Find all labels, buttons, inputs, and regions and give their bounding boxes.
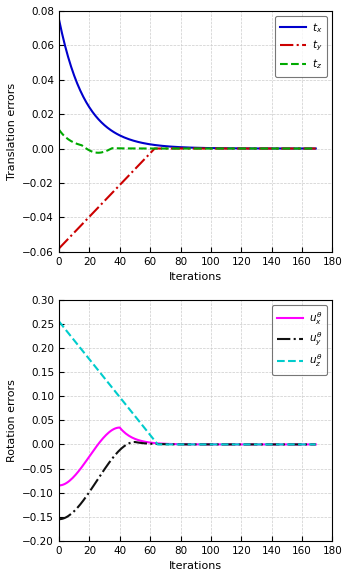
$u_z^{\theta}$ bbox=[93, 364, 97, 370]
$t_z$ bbox=[314, 145, 318, 152]
$u_z^{\theta}$ bbox=[57, 318, 61, 325]
$t_y$ bbox=[153, 145, 157, 152]
$u_z^{\theta}$ bbox=[183, 441, 187, 448]
Y-axis label: Rotation errors: Rotation errors bbox=[7, 379, 17, 462]
$u_y^{\theta}$ bbox=[181, 441, 186, 448]
$t_z$ bbox=[181, 145, 186, 152]
$u_y^{\theta}$ bbox=[93, 479, 97, 486]
$t_x$ bbox=[57, 16, 61, 23]
$u_x^{\theta}$ bbox=[181, 441, 186, 448]
$t_y$ bbox=[288, 145, 292, 152]
$u_z^{\theta}$ bbox=[194, 441, 198, 448]
$u_y^{\theta}$ bbox=[57, 516, 61, 523]
Line: $u_y^{\theta}$: $u_y^{\theta}$ bbox=[59, 442, 316, 519]
$u_x^{\theta}$ bbox=[183, 441, 187, 448]
X-axis label: Iterations: Iterations bbox=[169, 272, 222, 282]
$u_z^{\theta}$ bbox=[314, 441, 318, 448]
$t_z$ bbox=[183, 145, 187, 152]
$u_x^{\theta}$ bbox=[288, 441, 292, 448]
$u_x^{\theta}$ bbox=[314, 441, 318, 448]
$u_y^{\theta}$ bbox=[133, 439, 137, 446]
$t_z$ bbox=[93, 149, 97, 156]
Line: $t_y$: $t_y$ bbox=[59, 149, 316, 249]
$u_z^{\theta}$ bbox=[181, 441, 186, 448]
$t_y$ bbox=[314, 145, 318, 152]
$u_z^{\theta}$ bbox=[153, 437, 157, 444]
$t_y$ bbox=[194, 145, 198, 152]
$t_y$ bbox=[93, 207, 97, 214]
$t_z$ bbox=[57, 126, 61, 133]
$t_x$ bbox=[153, 142, 157, 149]
$u_y^{\theta}$ bbox=[194, 441, 198, 448]
$u_y^{\theta}$ bbox=[314, 441, 318, 448]
$t_x$ bbox=[93, 112, 97, 119]
X-axis label: Iterations: Iterations bbox=[169, 561, 222, 571]
$u_x^{\theta}$ bbox=[57, 482, 61, 489]
$t_z$ bbox=[288, 145, 292, 152]
$u_x^{\theta}$ bbox=[194, 441, 198, 448]
$u_y^{\theta}$ bbox=[183, 441, 187, 448]
$u_x^{\theta}$ bbox=[154, 440, 158, 447]
$u_x^{\theta}$ bbox=[93, 444, 97, 451]
Line: $u_x^{\theta}$: $u_x^{\theta}$ bbox=[59, 428, 316, 486]
$t_y$ bbox=[181, 145, 186, 152]
Line: $t_z$: $t_z$ bbox=[59, 129, 316, 153]
$u_y^{\theta}$ bbox=[288, 441, 292, 448]
Legend: $t_x$, $t_y$, $t_z$: $t_x$, $t_y$, $t_z$ bbox=[275, 16, 327, 77]
$t_x$ bbox=[286, 145, 290, 152]
$t_z$ bbox=[96, 149, 101, 156]
Legend: $u_x^{\theta}$, $u_y^{\theta}$, $u_z^{\theta}$: $u_x^{\theta}$, $u_y^{\theta}$, $u_z^{\t… bbox=[272, 305, 327, 375]
$t_z$ bbox=[154, 145, 158, 152]
$t_x$ bbox=[192, 144, 196, 151]
$t_x$ bbox=[181, 144, 186, 151]
Line: $u_z^{\theta}$: $u_z^{\theta}$ bbox=[59, 321, 316, 444]
$t_x$ bbox=[314, 145, 318, 152]
$u_z^{\theta}$ bbox=[288, 441, 292, 448]
$t_y$ bbox=[183, 145, 187, 152]
Y-axis label: Translation errors: Translation errors bbox=[7, 83, 17, 180]
Line: $t_x$: $t_x$ bbox=[59, 19, 316, 149]
$t_y$ bbox=[57, 245, 61, 252]
$t_y$ bbox=[154, 145, 158, 152]
$t_x$ bbox=[180, 144, 184, 151]
$u_z^{\theta}$ bbox=[156, 441, 160, 448]
$u_x^{\theta}$ bbox=[118, 424, 122, 431]
$u_y^{\theta}$ bbox=[154, 440, 158, 447]
$t_z$ bbox=[194, 145, 198, 152]
